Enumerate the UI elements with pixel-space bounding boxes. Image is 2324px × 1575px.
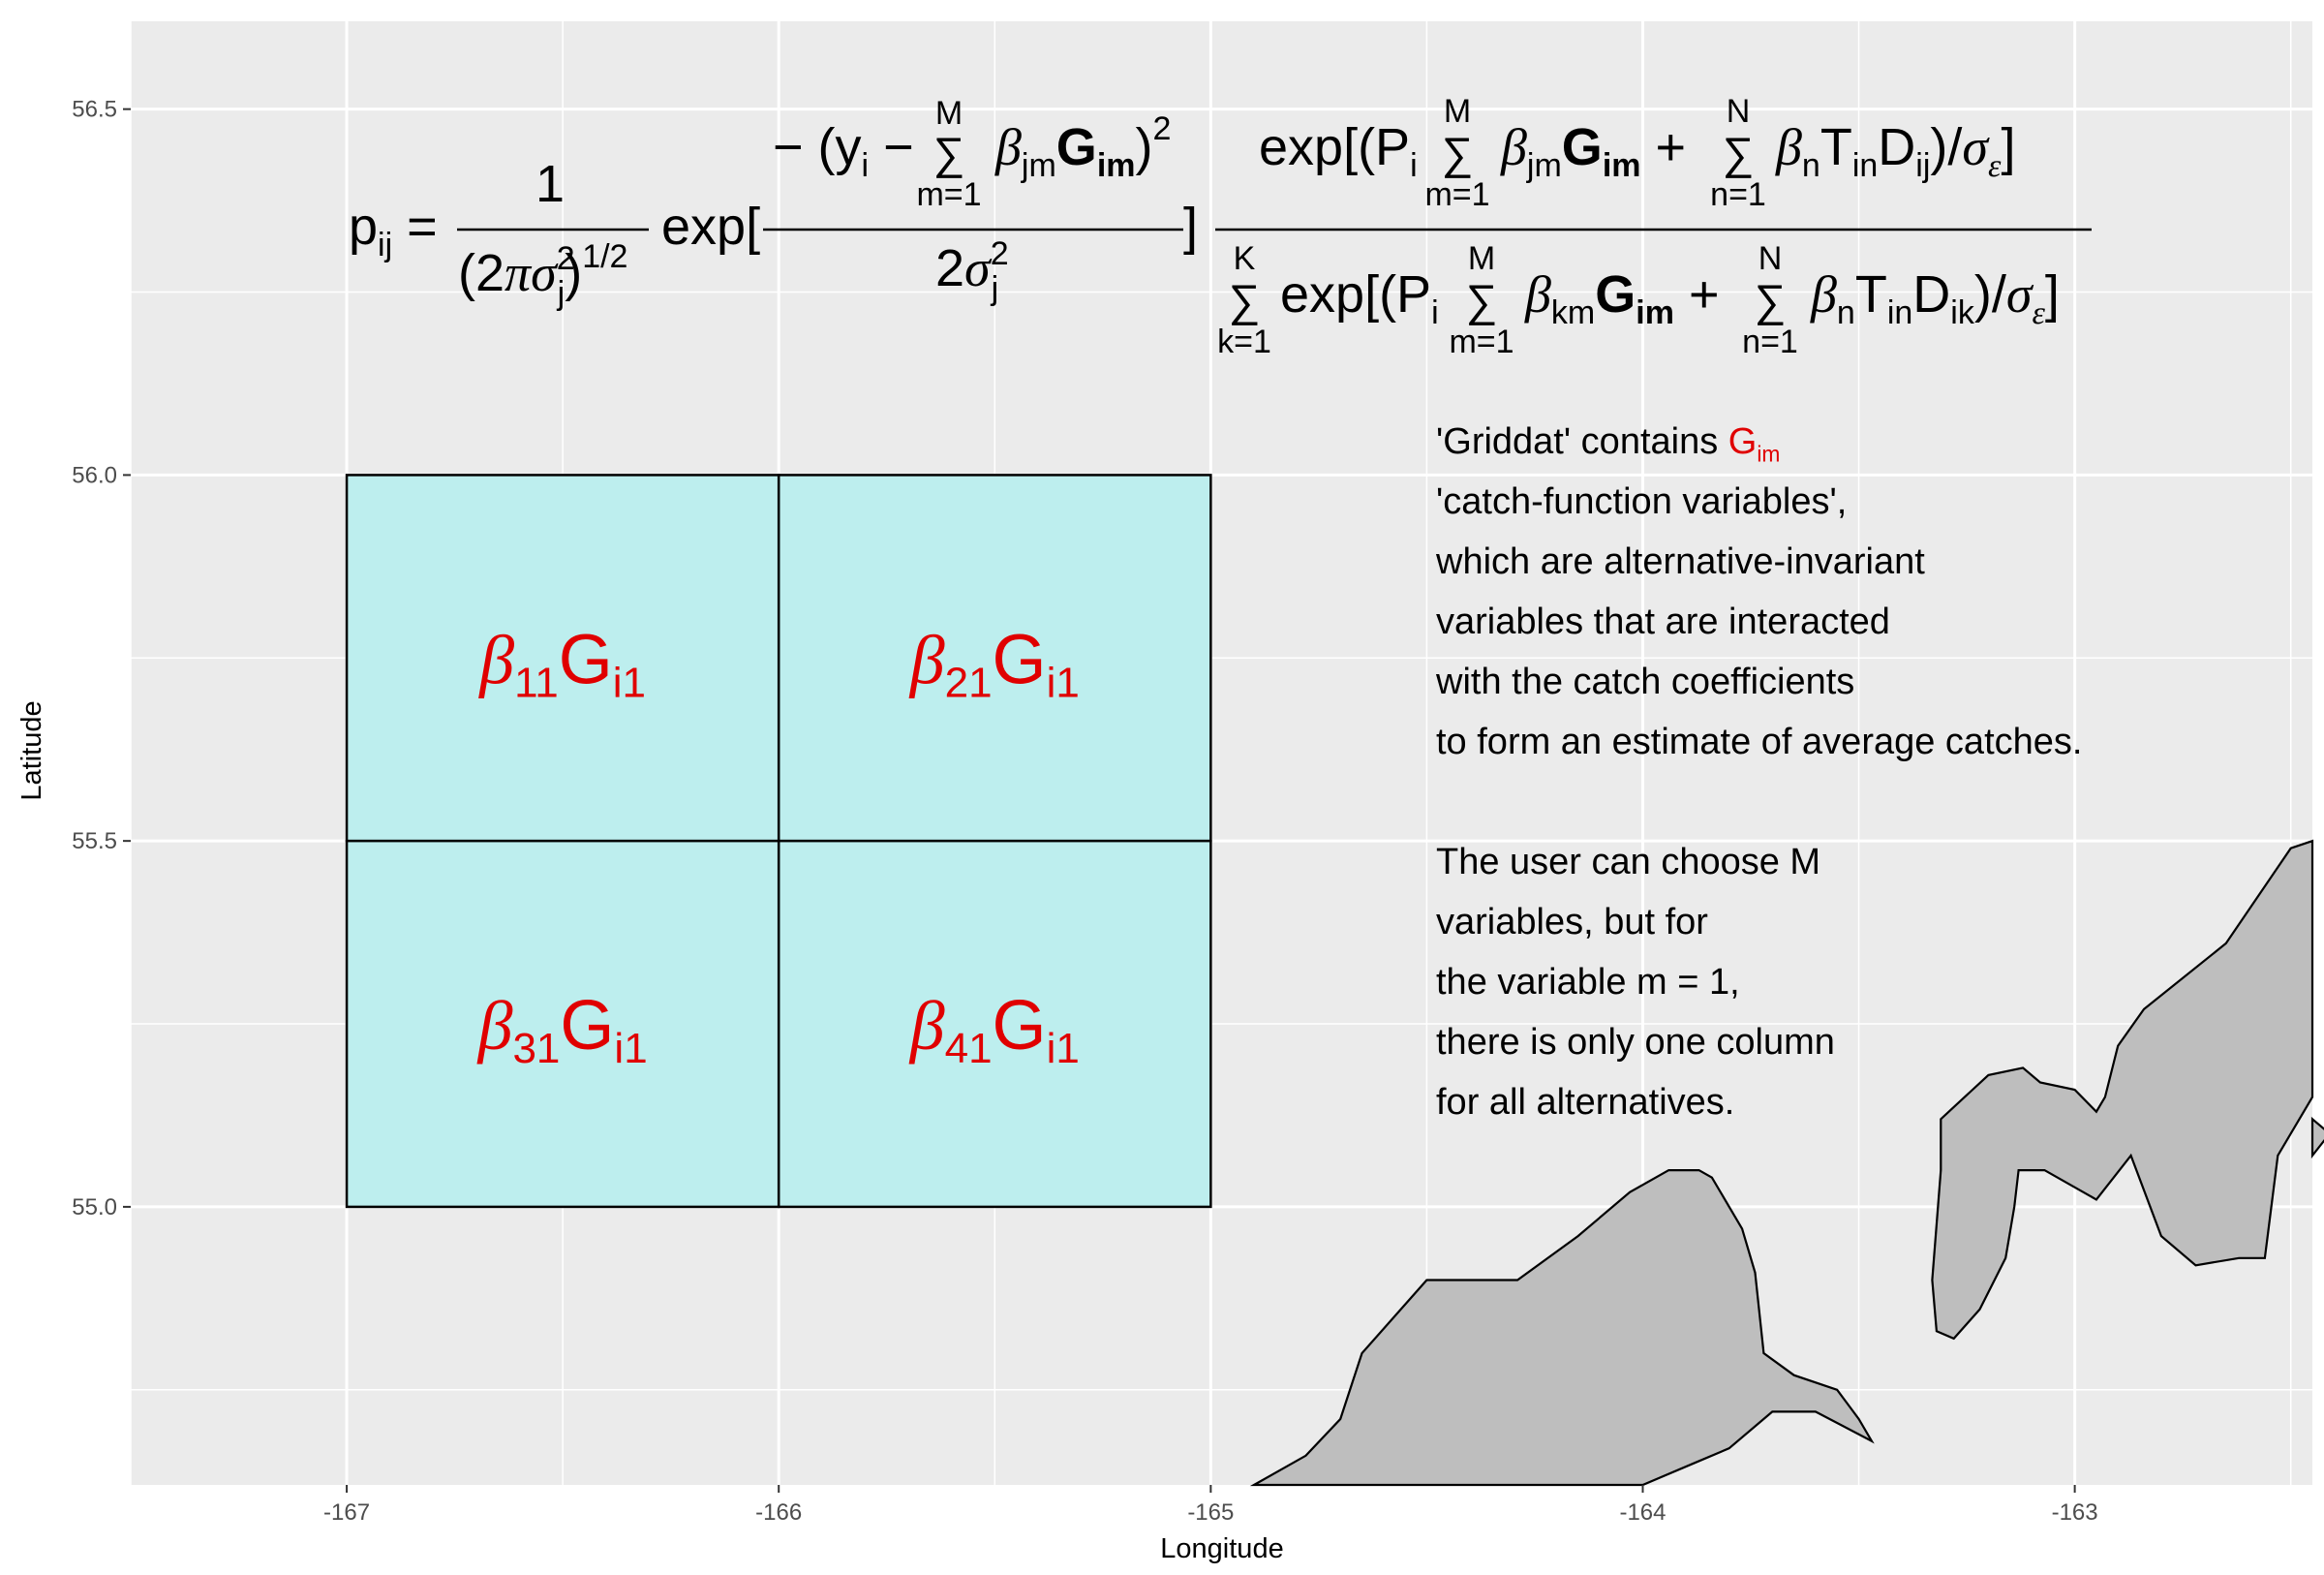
svg-text:M: M xyxy=(935,95,963,132)
y-axis: 55.0 55.5 56.0 56.5 xyxy=(72,97,131,1220)
svg-text:1: 1 xyxy=(535,155,565,213)
annotation-line: 'Griddat' contains Gim'Griddat' contains… xyxy=(1436,421,1781,467)
x-tick-label: -167 xyxy=(323,1499,370,1526)
svg-text:βkmGim +: βkmGim + xyxy=(1524,265,1719,331)
svg-text:]: ] xyxy=(1183,198,1198,256)
y-tick-label: 56.0 xyxy=(72,462,117,488)
svg-text:m=1: m=1 xyxy=(916,176,981,213)
annotation-line: with the catch coefficients xyxy=(1436,662,1855,702)
svg-text:k=1: k=1 xyxy=(1217,324,1271,360)
svg-text:∑: ∑ xyxy=(1723,128,1755,178)
grid-cell xyxy=(345,474,780,843)
svg-text:N: N xyxy=(1727,93,1751,130)
annotation-line xyxy=(1436,772,2082,832)
annotation-line: for all alternatives. xyxy=(1436,1082,1735,1123)
annotation-line: there is only one column xyxy=(1436,1022,1835,1063)
svg-text:− (yi −: − (yi − xyxy=(773,118,914,184)
svg-text:N: N xyxy=(1758,240,1783,277)
annotation-line: The user can choose M xyxy=(1436,842,1821,882)
svg-text:exp[(Pi: exp[(Pi xyxy=(1259,118,1418,184)
land-masses xyxy=(1249,839,2324,1487)
x-axis: -167 -166 -165 -164 -163 xyxy=(323,1485,2098,1526)
svg-text:M: M xyxy=(1468,240,1495,277)
annotation-line: 'catch-function variables', xyxy=(1436,481,1848,522)
x-tick-label: -164 xyxy=(1619,1499,1666,1526)
annotation-text: 'Griddat' contains Gim'Griddat' contains… xyxy=(1436,412,2082,1132)
svg-text:∑: ∑ xyxy=(1229,275,1261,325)
grid-cell-label: β41Gi1 xyxy=(908,987,1080,1072)
annotation-line: variables, but for xyxy=(1436,902,1708,942)
land-polygon xyxy=(1249,1168,1875,1487)
svg-text:n=1: n=1 xyxy=(1742,324,1798,360)
grid-cell-label: β21Gi1 xyxy=(908,621,1080,706)
land-polygon xyxy=(2310,1116,2324,1159)
svg-text:K: K xyxy=(1234,240,1256,277)
grid-cell-label: β11Gi1 xyxy=(477,621,646,706)
annotation-line: the variable m = 1, xyxy=(1436,962,1740,1003)
annotation-line: variables that are interacted xyxy=(1436,602,1890,642)
svg-text:n=1: n=1 xyxy=(1710,176,1766,213)
svg-text:∑: ∑ xyxy=(1442,128,1474,178)
x-tick-label: -166 xyxy=(755,1499,802,1526)
y-tick-label: 56.5 xyxy=(72,97,117,123)
y-axis-label: Latitude xyxy=(16,700,47,800)
probability-formula: pij = 1 (2πσ2 j)1/2 exp[ − (yi − M ∑ m=1 … xyxy=(349,93,2092,360)
grid-cells: β11Gi1 β21Gi1 β31Gi1 β41Gi1 xyxy=(345,474,1212,1209)
svg-text:m=1: m=1 xyxy=(1449,324,1514,360)
grid-cell xyxy=(777,474,1212,843)
svg-text:pij =: pij = xyxy=(349,198,438,263)
y-tick-label: 55.0 xyxy=(72,1194,117,1220)
svg-text:exp[(Pi: exp[(Pi xyxy=(1280,265,1439,331)
svg-text:βjmGim)2: βjmGim)2 xyxy=(994,110,1171,184)
gim-highlight: Gim xyxy=(1728,421,1781,467)
svg-text:exp[: exp[ xyxy=(661,198,760,256)
grid-cell xyxy=(777,839,1212,1209)
x-tick-label: -163 xyxy=(2052,1499,2098,1526)
x-axis-label: Longitude xyxy=(1160,1533,1283,1564)
land-polygon xyxy=(1931,839,2314,1341)
svg-text:∑: ∑ xyxy=(933,128,965,178)
grid-cell xyxy=(345,839,780,1209)
svg-text:∑: ∑ xyxy=(1466,275,1498,325)
x-tick-label: -165 xyxy=(1187,1499,1234,1526)
svg-text:βnTinDik)/σε]: βnTinDik)/σε] xyxy=(1810,265,2060,331)
y-tick-label: 55.5 xyxy=(72,828,117,854)
svg-text:∑: ∑ xyxy=(1755,275,1787,325)
grid-cell-label: β31Gi1 xyxy=(476,987,648,1072)
svg-text:βjmGim +: βjmGim + xyxy=(1500,118,1686,184)
annotation-line: which are alternative-invariant xyxy=(1436,541,1925,582)
svg-text:βnTinDij)/σε]: βnTinDij)/σε] xyxy=(1775,118,2015,184)
annotation-line: to form an estimate of average catches. xyxy=(1436,722,2083,762)
svg-text:M: M xyxy=(1444,93,1471,130)
svg-text:m=1: m=1 xyxy=(1424,176,1489,213)
